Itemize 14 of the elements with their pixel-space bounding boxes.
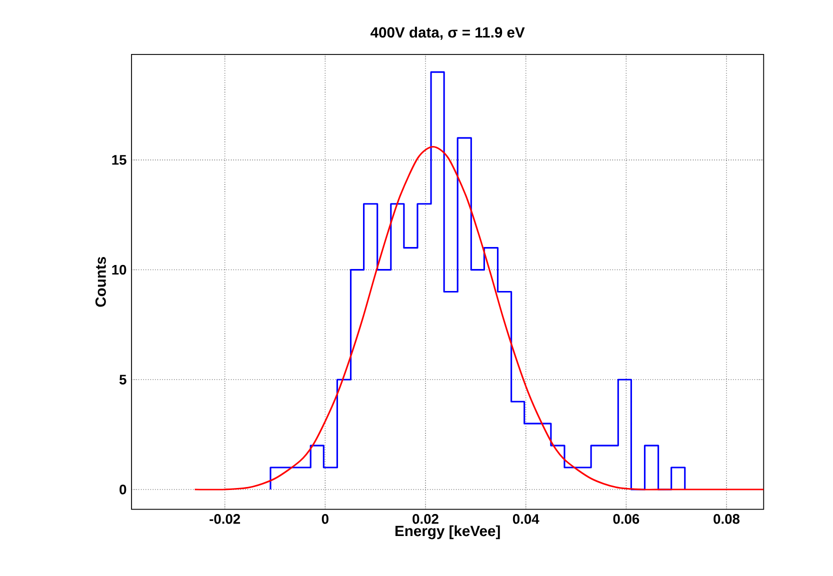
x-axis-title: Energy [keVee] bbox=[395, 526, 500, 540]
x-tick-label: 0.08 bbox=[714, 514, 740, 524]
y-tick-label: 15 bbox=[112, 155, 126, 165]
x-tick-label: 0.06 bbox=[613, 514, 640, 524]
x-tick-label: 0.04 bbox=[512, 514, 540, 524]
x-tick-label: 0.02 bbox=[412, 514, 438, 524]
y-tick-label: 0 bbox=[120, 484, 126, 495]
chart-title: 400V data, σ = 11.9 eV bbox=[370, 26, 525, 40]
x-tick-label: 0 bbox=[322, 514, 328, 524]
x-tick-label: -0.02 bbox=[210, 514, 240, 524]
line-series bbox=[194, 146, 764, 491]
y-axis-title: Counts bbox=[95, 257, 106, 307]
y-tick-label: 10 bbox=[112, 265, 126, 275]
y-tick-label: 5 bbox=[119, 374, 126, 385]
